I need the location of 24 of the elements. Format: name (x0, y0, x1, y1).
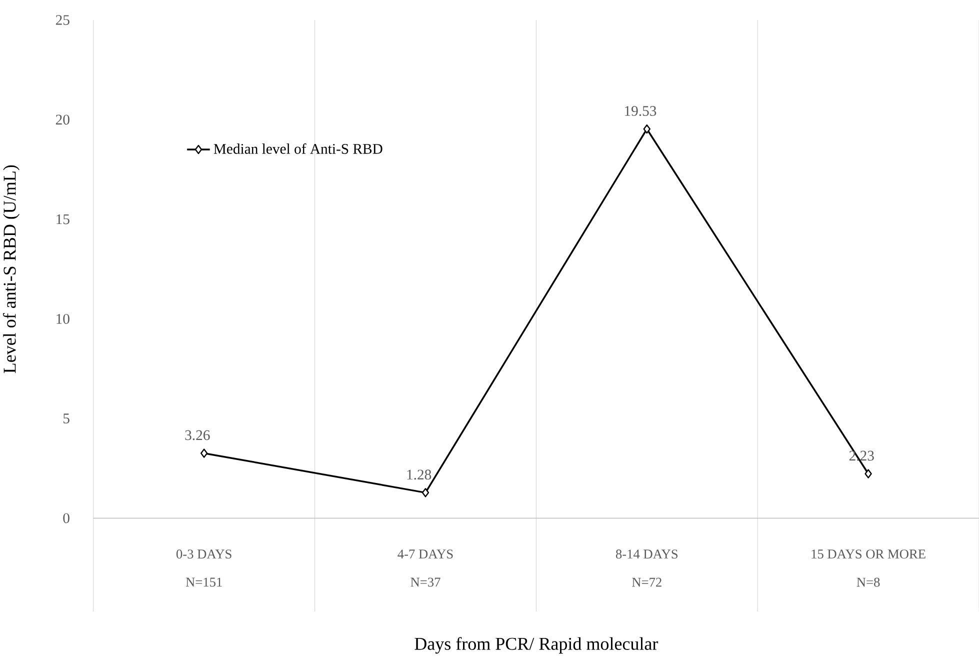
point (643, 124, 650, 134)
y-tick-label: 25 (56, 14, 70, 25)
data-label: 1.28 (407, 470, 432, 480)
text: N=72 (632, 578, 662, 586)
data-label: 3.26 (185, 430, 210, 440)
x-tick-label: 15 DAYS OR MORE (812, 549, 926, 558)
point (864, 469, 872, 478)
point (200, 448, 208, 458)
text: N=151 (186, 578, 222, 587)
x-axis-title: Days from PCR/ Rapid molecular (414, 636, 658, 654)
x-tick-label: 8-14 DAYS (616, 549, 678, 558)
y-tick-label: 0 (63, 513, 70, 524)
point (422, 488, 430, 498)
text: N=37 (410, 578, 440, 587)
x-tick-label: 4-7 DAYS (398, 549, 453, 558)
y-tick-label: 5 (64, 414, 70, 424)
y-tick-label: 10 (56, 314, 70, 324)
data-label: 19.53 (625, 106, 656, 116)
x-tick-label: 0-3 DAYS (176, 549, 232, 558)
y-tick-label: 15 (56, 214, 70, 224)
text: N=8 (856, 578, 880, 587)
y-axis-title: Level of anti-S RBD (U/mL) (2, 165, 20, 373)
legend-label: Median level of Anti-S RBD (214, 143, 382, 154)
y-tick-label: 20 (56, 114, 70, 124)
